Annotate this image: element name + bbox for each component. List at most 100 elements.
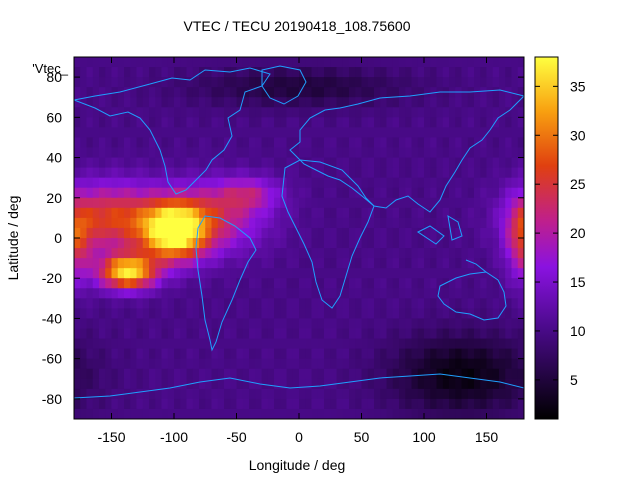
heatmap-cell — [499, 167, 506, 179]
heatmap-cell — [286, 157, 294, 169]
heatmap-cell — [317, 227, 325, 239]
heatmap-cell — [442, 278, 450, 289]
heatmap-cell — [374, 368, 381, 380]
heatmap-cell — [480, 77, 488, 88]
heatmap-cell — [86, 87, 94, 98]
heatmap-cell — [149, 137, 156, 149]
heatmap-cell — [80, 147, 88, 159]
heatmap-cell — [505, 227, 513, 239]
heatmap-cell — [205, 408, 213, 419]
heatmap-cell — [417, 238, 425, 249]
heatmap-cell — [361, 358, 369, 370]
heatmap-cell — [292, 127, 300, 139]
heatmap-cell — [292, 137, 300, 149]
y-tick-label: 80 — [46, 69, 62, 85]
heatmap-cell — [167, 67, 175, 78]
heatmap-cell — [117, 288, 125, 299]
heatmap-cell — [230, 227, 238, 239]
heatmap-cell — [224, 408, 231, 419]
heatmap-cell — [117, 278, 125, 289]
heatmap-cell — [367, 117, 375, 128]
heatmap-cell — [205, 137, 213, 149]
heatmap-cell — [517, 207, 524, 219]
heatmap-cell — [324, 298, 331, 309]
heatmap-cell — [180, 97, 188, 108]
heatmap-cell — [449, 348, 456, 360]
heatmap-cell — [355, 147, 363, 159]
heatmap-cell — [124, 187, 131, 199]
heatmap-cell — [261, 398, 269, 410]
heatmap-cell — [424, 248, 431, 259]
heatmap-cell — [299, 137, 306, 149]
heatmap-cell — [286, 268, 294, 279]
heatmap-cell — [436, 137, 444, 149]
heatmap-cell — [180, 258, 188, 269]
heatmap-cell — [174, 217, 181, 229]
heatmap-cell — [449, 358, 456, 370]
heatmap-cell — [449, 217, 456, 229]
heatmap-cell — [86, 258, 94, 269]
heatmap-cell — [142, 187, 150, 199]
heatmap-cell — [392, 268, 400, 279]
heatmap-cell — [380, 308, 388, 320]
heatmap-cell — [305, 177, 313, 189]
heatmap-cell — [211, 77, 219, 88]
coastline-greenland — [261, 65, 307, 105]
heatmap-cell — [99, 67, 106, 78]
heatmap-cell — [136, 107, 144, 118]
heatmap-cell — [274, 207, 281, 219]
heatmap-cell — [405, 368, 413, 380]
heatmap-cell — [205, 127, 213, 139]
heatmap-cell — [355, 67, 363, 78]
heatmap-cell — [511, 288, 519, 299]
heatmap-cell — [517, 157, 524, 169]
heatmap-cell — [417, 147, 425, 159]
heatmap-cell — [161, 288, 169, 299]
heatmap-cell — [99, 298, 106, 309]
heatmap-cell — [249, 388, 256, 400]
heatmap-cell — [261, 358, 269, 370]
heatmap-cell — [174, 348, 181, 360]
heatmap-cell — [167, 157, 175, 169]
heatmap-cell — [286, 278, 294, 289]
heatmap-cell — [236, 137, 244, 149]
heatmap-cell — [442, 67, 450, 78]
heatmap-cell — [86, 157, 94, 169]
heatmap-cell — [267, 358, 275, 370]
heatmap-cell — [186, 227, 194, 239]
heatmap-cell — [386, 117, 394, 128]
heatmap-cell — [349, 97, 356, 108]
heatmap-cell — [449, 268, 456, 279]
heatmap-cell — [355, 398, 363, 410]
heatmap-cell — [92, 107, 100, 118]
heatmap-cell — [167, 77, 175, 88]
heatmap-cell — [311, 77, 319, 88]
heatmap-cell — [142, 87, 150, 98]
heatmap-cell — [305, 187, 313, 199]
heatmap-cell — [105, 97, 113, 108]
heatmap-cell — [117, 107, 125, 118]
heatmap-cell — [374, 358, 381, 370]
heatmap-cell — [249, 157, 256, 169]
heatmap-cell — [480, 298, 488, 309]
heatmap-cell — [499, 87, 506, 98]
heatmap-cell — [367, 288, 375, 299]
heatmap-cell — [380, 97, 388, 108]
heatmap-cell — [442, 398, 450, 410]
heatmap-cell — [392, 338, 400, 350]
heatmap-cell — [449, 97, 456, 108]
heatmap-cell — [499, 57, 506, 68]
heatmap-cell — [161, 177, 169, 189]
heatmap-cell — [405, 87, 413, 98]
heatmap-cell — [467, 57, 475, 68]
heatmap-cell — [211, 408, 219, 419]
heatmap-cell — [449, 107, 456, 118]
heatmap-cell — [511, 318, 519, 330]
heatmap-cell — [80, 288, 88, 299]
heatmap-cell — [217, 207, 225, 219]
heatmap-cell — [480, 67, 488, 78]
heatmap-cell — [380, 378, 388, 390]
heatmap-cell — [467, 167, 475, 179]
heatmap-cell — [80, 117, 88, 128]
heatmap-cell — [224, 318, 231, 330]
